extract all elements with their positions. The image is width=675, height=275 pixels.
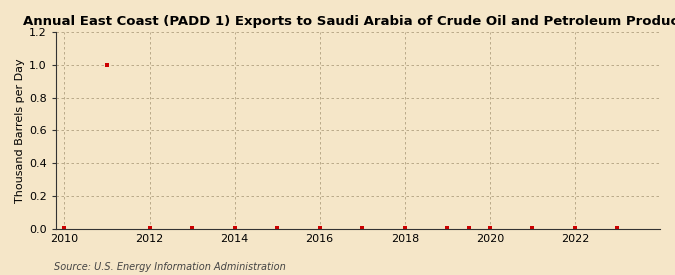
Title: Annual East Coast (PADD 1) Exports to Saudi Arabia of Crude Oil and Petroleum Pr: Annual East Coast (PADD 1) Exports to Sa… bbox=[23, 15, 675, 28]
Y-axis label: Thousand Barrels per Day: Thousand Barrels per Day bbox=[15, 58, 25, 203]
Text: Source: U.S. Energy Information Administration: Source: U.S. Energy Information Administ… bbox=[54, 262, 286, 272]
